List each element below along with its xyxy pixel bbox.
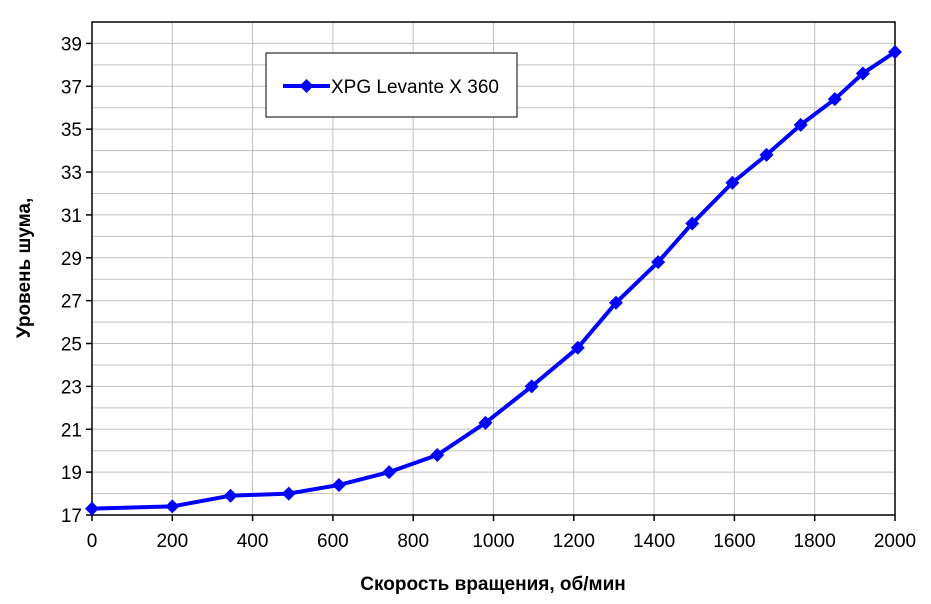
data-point — [855, 66, 870, 81]
x-tick-label: 200 — [156, 531, 188, 552]
data-point — [281, 486, 296, 501]
data-point — [570, 340, 585, 355]
x-tick-label: 1600 — [713, 531, 755, 552]
data-point — [430, 447, 445, 462]
data-point — [725, 175, 740, 190]
data-point — [685, 216, 700, 231]
data-point — [651, 255, 666, 270]
data-point — [478, 415, 493, 430]
x-tick-label: 1400 — [633, 531, 675, 552]
y-tick-label: 31 — [61, 206, 82, 227]
y-tick-label: 33 — [61, 163, 82, 184]
data-point — [85, 501, 99, 516]
y-tick-label: 39 — [61, 34, 82, 55]
y-tick-label: 19 — [61, 463, 82, 484]
y-tick-label: 21 — [61, 420, 82, 441]
data-point — [888, 45, 902, 60]
y-tick-label: 29 — [61, 249, 82, 270]
legend-label: XPG Levante X 360 — [331, 77, 499, 98]
legend-marker-diamond-icon — [299, 79, 314, 93]
data-point — [793, 117, 808, 132]
x-axis-ticks: 0 200 400 600 800 1000 1200 1400 1600 1800 2000 — [87, 515, 916, 552]
x-tick-label: 600 — [317, 531, 349, 552]
series — [85, 45, 902, 516]
y-axis-ticks: 17 19 21 23 25 27 29 31 33 35 37 39 — [61, 34, 92, 527]
x-tick-label: 400 — [237, 531, 269, 552]
x-tick-label: 1000 — [472, 531, 514, 552]
x-tick-label: 1800 — [794, 531, 836, 552]
x-tick-label: 1200 — [553, 531, 595, 552]
y-axis-title: Уровень шума, — [14, 198, 35, 339]
data-point — [331, 477, 346, 492]
data-point — [759, 147, 774, 162]
x-tick-label: 800 — [397, 531, 429, 552]
data-point — [608, 295, 623, 310]
data-point — [524, 379, 539, 394]
x-tick-label: 2000 — [874, 531, 916, 552]
y-tick-label: 23 — [61, 377, 82, 398]
data-point — [382, 465, 397, 480]
legend: XPG Levante X 360 — [265, 52, 518, 118]
data-point — [827, 92, 842, 107]
y-tick-label: 17 — [61, 506, 82, 527]
y-tick-label: 25 — [61, 335, 82, 356]
y-tick-label: 27 — [61, 292, 82, 313]
y-tick-label: 37 — [61, 77, 82, 98]
data-point — [223, 488, 238, 503]
x-axis-title: Скорость вращения, об/мин — [360, 574, 625, 595]
data-point — [165, 499, 180, 514]
x-tick-label: 0 — [87, 531, 98, 552]
y-tick-label: 35 — [61, 120, 82, 141]
